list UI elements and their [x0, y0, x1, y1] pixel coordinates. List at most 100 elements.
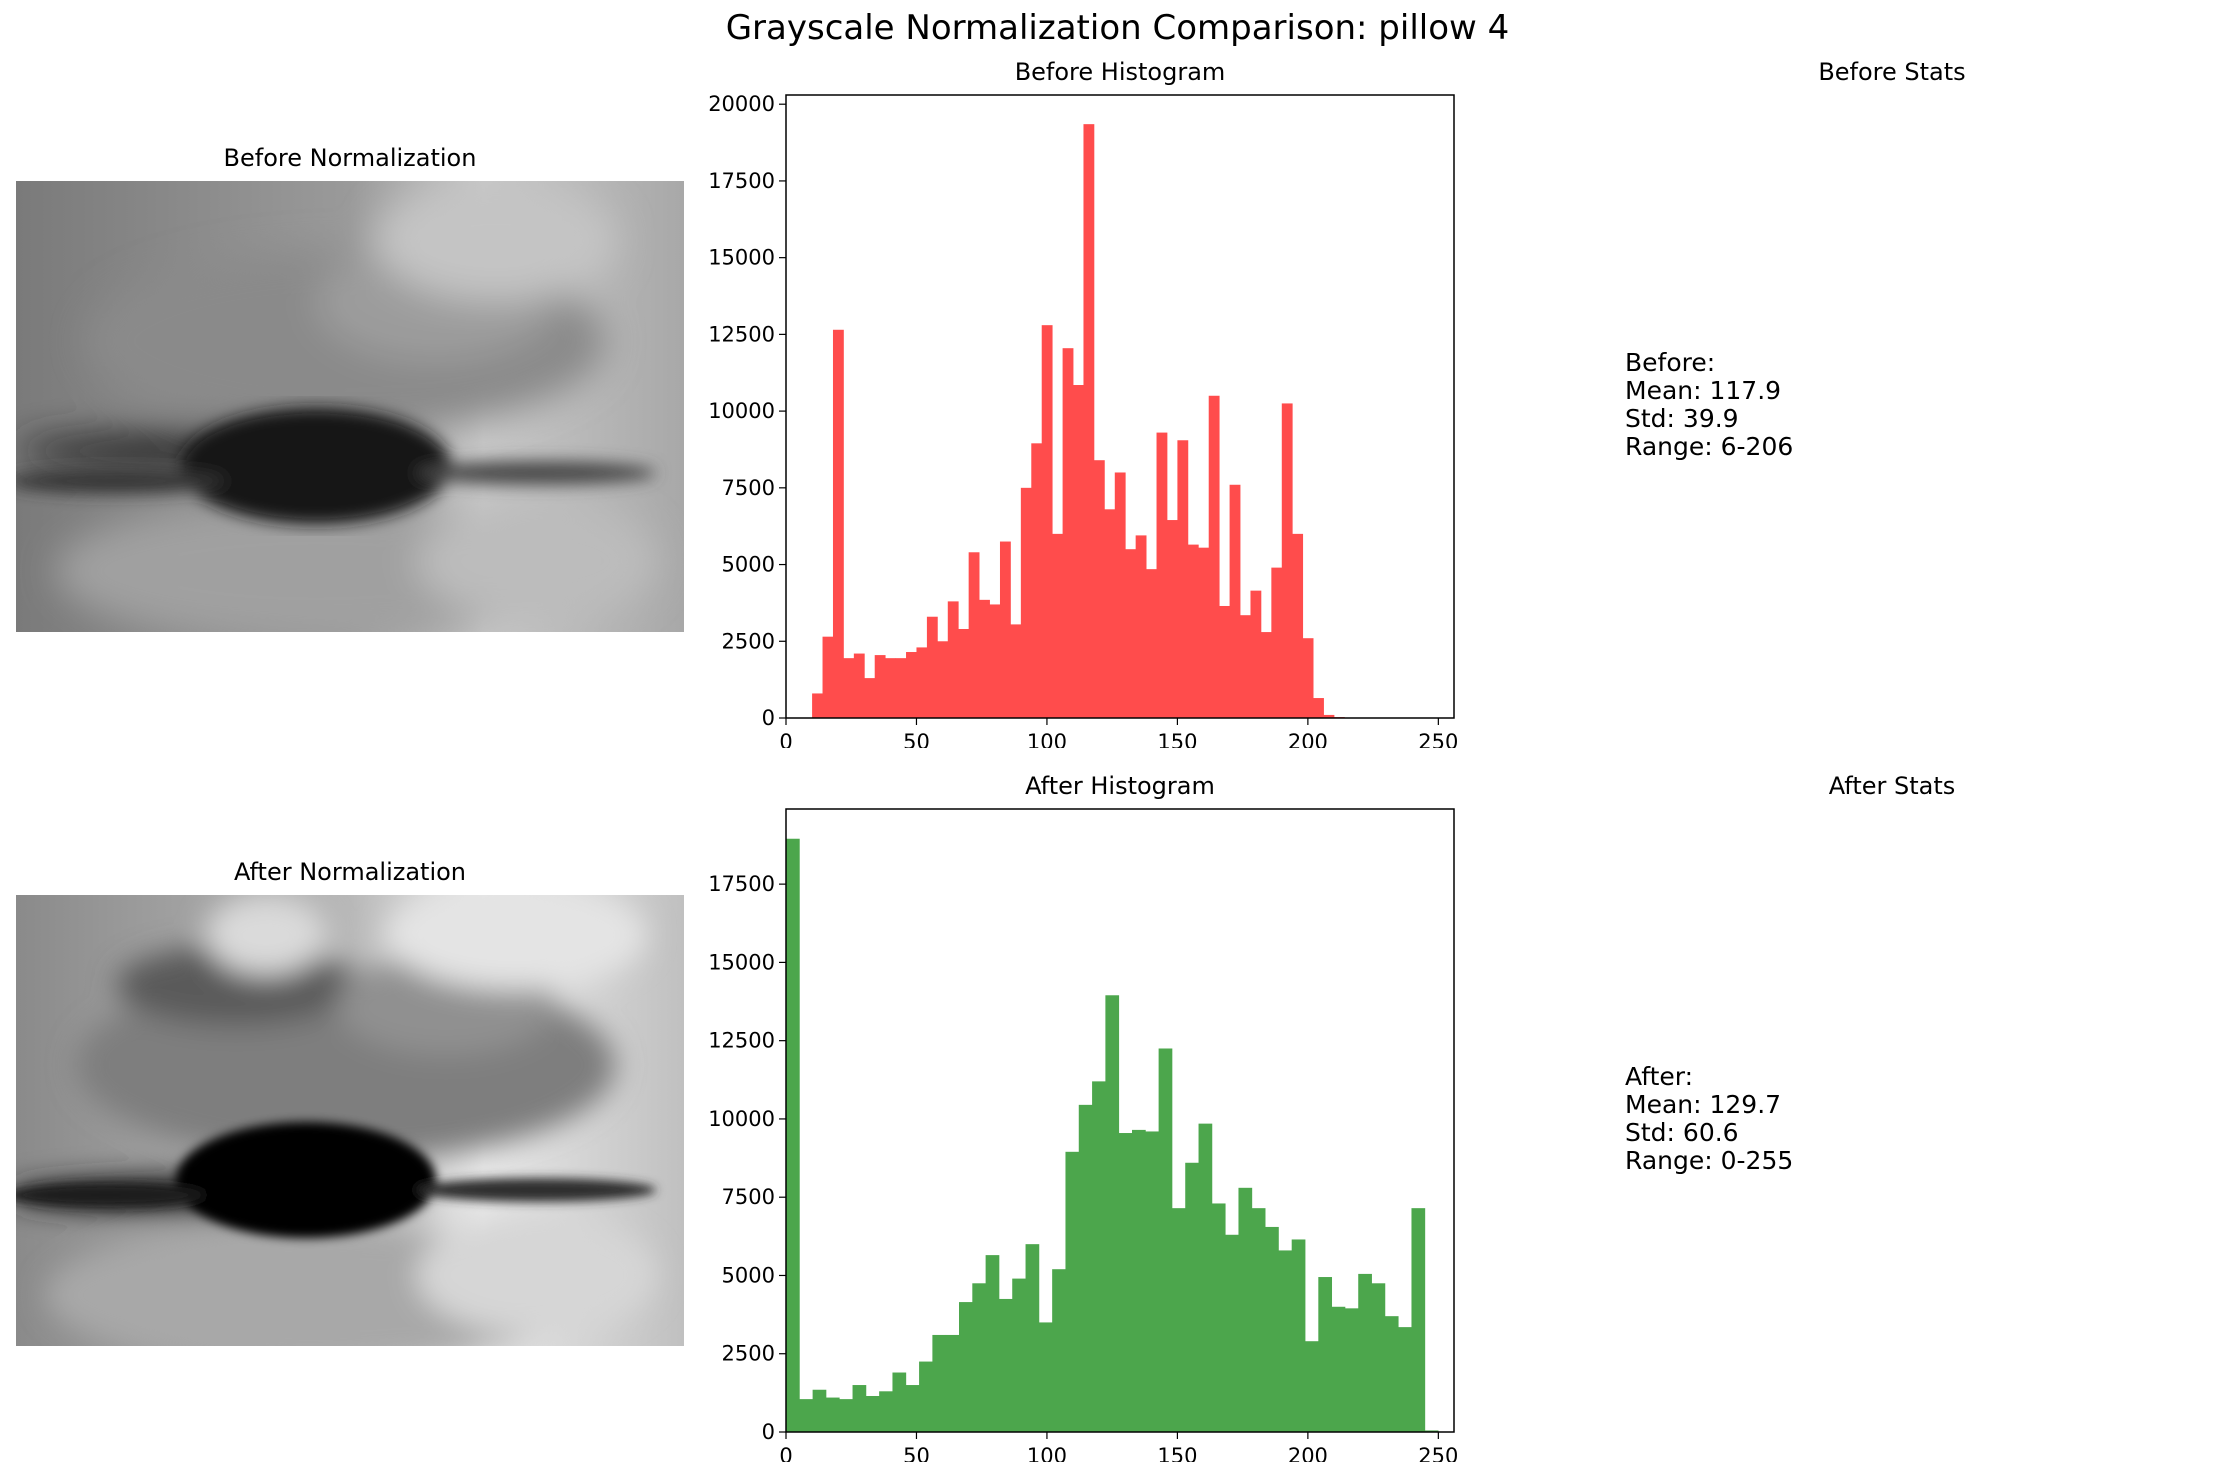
before-histogram-bar — [999, 541, 1011, 718]
before-histogram-xtick-label: 150 — [1157, 730, 1197, 748]
before-histogram-ytick-label: 12500 — [708, 322, 775, 346]
before-histogram-bar — [1323, 714, 1335, 718]
before-histogram-bar — [1125, 549, 1137, 718]
after-histogram-bar — [1132, 1129, 1146, 1432]
before-histogram-bar — [853, 653, 865, 718]
after-histogram-bar — [852, 1385, 867, 1432]
after-histogram-bar — [1158, 1048, 1173, 1432]
after-histogram-bar — [1265, 1226, 1279, 1432]
after-histogram-bar — [985, 1255, 1000, 1432]
after-histogram-bar — [1078, 1104, 1093, 1432]
after-histogram-bar — [786, 838, 800, 1432]
before-histogram-bar — [916, 647, 928, 718]
after-histogram-bar — [998, 1298, 1013, 1432]
after-histogram-bar — [1278, 1250, 1293, 1432]
before-stats-title: Before Stats — [1818, 58, 1966, 86]
after-histogram-bar — [1038, 1322, 1053, 1432]
before-histogram-ytick-label: 2500 — [722, 629, 775, 653]
before-histogram-bar — [1093, 460, 1105, 718]
after-histogram-frame — [785, 808, 1455, 1433]
before-image-frame — [6, 181, 684, 641]
after-histogram-bar — [919, 1361, 933, 1432]
before-histogram-bar — [1177, 440, 1189, 718]
before-histogram-xtick-label: 250 — [1418, 730, 1458, 748]
before-histogram-bar — [1083, 124, 1095, 719]
after-histogram-bar — [1331, 1306, 1346, 1432]
before-histogram-bar — [864, 678, 876, 718]
before-histogram-bar — [1073, 385, 1084, 718]
before-histogram-bar — [885, 658, 896, 718]
after-histogram-xtick-label: 250 — [1418, 1444, 1458, 1462]
after-histogram-bar — [1105, 995, 1120, 1432]
before-histogram-bar — [1114, 472, 1126, 718]
before-histogram-xtick-label: 50 — [903, 730, 930, 748]
after-histogram-bar — [1238, 1187, 1253, 1432]
after-image-frame — [6, 880, 684, 1365]
before-histogram-bar — [958, 629, 970, 718]
after-histogram-title: After Histogram — [1025, 772, 1215, 800]
before-histogram-bar — [1302, 638, 1314, 718]
before-histogram-xtick-label: 200 — [1288, 730, 1328, 748]
after-histogram-ytick-label: 10000 — [708, 1107, 775, 1131]
after-histogram-bar — [1251, 1208, 1266, 1432]
after-histogram-bar — [972, 1283, 987, 1432]
before-histogram-bar — [1020, 487, 1032, 718]
before-histogram-bar — [1146, 569, 1157, 718]
before-histogram-ytick-label: 15000 — [708, 246, 775, 270]
after-histogram-bar — [1411, 1208, 1426, 1432]
after-histogram-bar — [812, 1389, 827, 1432]
before-histogram-ytick-label: 17500 — [708, 169, 775, 193]
before-histogram-bar — [1166, 520, 1178, 718]
before-histogram-bar — [989, 604, 1001, 718]
before-histogram-bar — [1281, 403, 1293, 718]
after-histogram-ytick-label: 12500 — [708, 1029, 775, 1053]
after-histogram-chart: 0 50 100 150 200 2500250050007500100001250015… — [708, 808, 1458, 1462]
before-histogram-bar — [843, 658, 855, 718]
figure-title: Grayscale Normalization Comparison: pill… — [725, 8, 1510, 48]
before-histogram-bar — [937, 641, 949, 718]
after-stats-text: After: Mean: 129.7 Std: 60.6 Range: 0-25… — [1625, 1062, 1794, 1175]
before-histogram-bar — [874, 655, 886, 718]
after-stats-title: After Stats — [1828, 772, 1956, 800]
after-histogram-bar — [1118, 1133, 1133, 1432]
before-histogram-xtick-label: 0 — [779, 730, 792, 748]
after-histogram-bar — [905, 1385, 920, 1432]
before-histogram-bar — [1219, 605, 1230, 718]
before-histogram-bar — [1135, 535, 1147, 718]
after-histogram-bars — [786, 838, 1439, 1432]
before-histogram-bar — [1187, 544, 1199, 718]
before-histogram-ytick-label: 5000 — [722, 553, 775, 577]
before-histogram-bar — [1208, 395, 1220, 718]
before-histogram-title: Before Histogram — [1014, 58, 1226, 86]
after-histogram-bar — [1211, 1203, 1226, 1432]
after-histogram-ytick-label: 0 — [762, 1420, 775, 1444]
after-histogram-bar — [892, 1372, 907, 1432]
before-histogram-xtick-label: 100 — [1027, 730, 1067, 748]
after-histogram-xtick-label: 200 — [1288, 1444, 1328, 1462]
after-histogram-bar — [799, 1399, 814, 1432]
before-histogram-bar — [1156, 432, 1168, 718]
before-histogram-bar — [1229, 484, 1241, 718]
before-histogram-ytick-label: 7500 — [722, 476, 775, 500]
after-histogram-bar — [1052, 1269, 1066, 1432]
after-histogram-bar — [1344, 1308, 1359, 1432]
before-histogram-bar — [968, 552, 980, 718]
before-histogram-frame — [785, 94, 1455, 719]
after-histogram-bar — [1424, 1430, 1439, 1432]
before-histogram-ytick-label: 0 — [762, 706, 775, 730]
after-histogram-bar — [1092, 1081, 1106, 1432]
before-histogram-bar — [1062, 348, 1074, 718]
before-stats-text: Before: Mean: 117.9 Std: 39.9 Range: 6-2… — [1625, 348, 1794, 461]
after-histogram-bar — [1291, 1239, 1306, 1432]
after-histogram-bar — [1145, 1131, 1160, 1432]
after-histogram-xtick-label: 50 — [903, 1444, 930, 1462]
before-histogram-bar — [1041, 325, 1053, 718]
before-histogram-bar — [1010, 624, 1022, 718]
before-histogram-bar — [895, 658, 907, 718]
after-histogram-bar — [1185, 1162, 1199, 1432]
before-histogram-bar — [906, 652, 917, 718]
before-histogram-bar — [1104, 509, 1116, 718]
after-histogram-xtick-label: 100 — [1027, 1444, 1067, 1462]
after-histogram-ytick-label: 2500 — [722, 1342, 775, 1366]
before-histogram-chart: 0 50 100 150 200 2500250050007500100001250015… — [708, 92, 1458, 748]
